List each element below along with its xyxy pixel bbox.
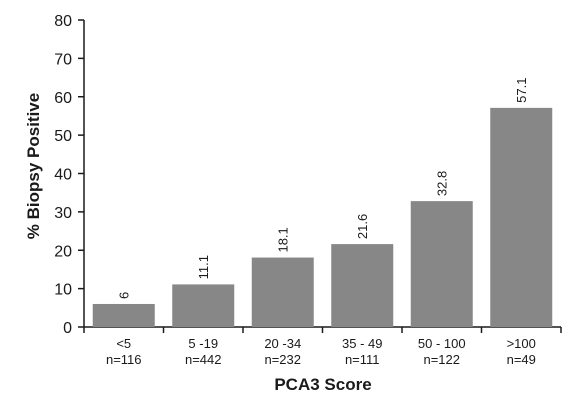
y-axis: 0 10 20 30 40 50 60 70 80 <box>54 13 85 337</box>
x-axis-title: PCA3 Score <box>274 375 371 394</box>
bar-value-label: 57.1 <box>514 78 529 103</box>
x-tick-count-label: n=111 <box>345 352 380 367</box>
y-tick-label: 50 <box>54 128 72 145</box>
y-axis-title: % Biopsy Positive <box>24 93 43 239</box>
y-tick-label: 80 <box>54 13 72 30</box>
x-tick-label: 5 -19 <box>188 336 218 351</box>
bar <box>410 201 473 327</box>
bar <box>331 244 394 327</box>
y-tick-label: 60 <box>54 90 72 107</box>
bar-value-label: 11.1 <box>196 255 211 279</box>
x-tick-count-label: n=116 <box>106 352 142 367</box>
bar <box>92 303 155 327</box>
bar-value-label: 18.1 <box>276 227 291 252</box>
x-tick-count-label: n=442 <box>185 352 222 367</box>
y-tick-label: 0 <box>63 320 72 337</box>
bars-group <box>92 107 553 327</box>
x-tick-label: 20 -34 <box>264 336 301 351</box>
y-tick-label: 10 <box>54 282 72 299</box>
x-tick-count-label: n=232 <box>264 352 301 367</box>
data-labels-group: 6 11.1 18.1 21.6 32.8 57.1 <box>117 78 530 299</box>
bar-value-label: 6 <box>117 292 132 299</box>
x-tick-label: <5 <box>116 336 131 351</box>
y-tick-label: 30 <box>54 205 72 222</box>
bar <box>251 257 314 327</box>
x-tick-count-label: n=49 <box>507 352 536 367</box>
bar <box>172 284 235 327</box>
y-tick-label: 20 <box>54 243 72 260</box>
bar-value-label: 32.8 <box>435 171 450 196</box>
bar <box>490 107 553 327</box>
x-tick-label: 35 - 49 <box>342 336 382 351</box>
x-tick-count-label: n=122 <box>423 352 460 367</box>
y-tick-label: 40 <box>54 167 72 184</box>
x-tick-label: >100 <box>507 336 536 351</box>
x-axis: <5n=116 5 -19n=442 20 -34n=232 35 - 49n=111… <box>83 326 562 367</box>
x-tick-label: 50 - 100 <box>418 336 466 351</box>
y-tick-label: 70 <box>54 51 72 68</box>
bar-value-label: 21.6 <box>355 214 370 239</box>
